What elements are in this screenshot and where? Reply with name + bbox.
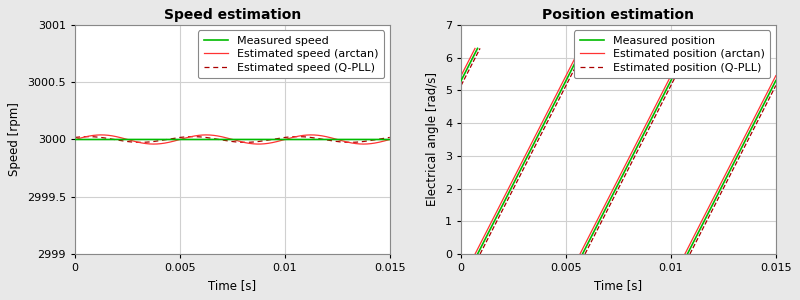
Legend: Measured speed, Estimated speed (arctan), Estimated speed (Q-PLL): Measured speed, Estimated speed (arctan)…	[198, 30, 384, 78]
X-axis label: Time [s]: Time [s]	[594, 279, 642, 292]
Y-axis label: Electrical angle [rad/s]: Electrical angle [rad/s]	[426, 73, 439, 206]
Title: Position estimation: Position estimation	[542, 8, 694, 22]
Y-axis label: Speed [rpm]: Speed [rpm]	[8, 103, 22, 176]
X-axis label: Time [s]: Time [s]	[208, 279, 257, 292]
Legend: Measured position, Estimated position (arctan), Estimated position (Q-PLL): Measured position, Estimated position (a…	[574, 30, 770, 78]
Title: Speed estimation: Speed estimation	[164, 8, 301, 22]
